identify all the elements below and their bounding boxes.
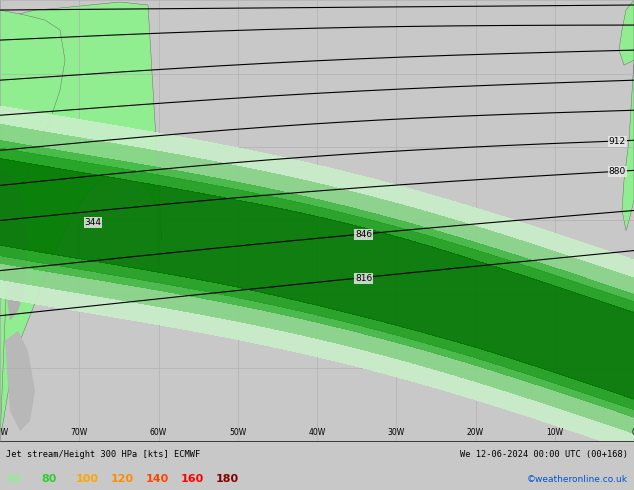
Polygon shape	[0, 171, 28, 321]
Text: We 12-06-2024 00:00 UTC (00+168): We 12-06-2024 00:00 UTC (00+168)	[460, 450, 628, 459]
Text: 344: 344	[84, 218, 101, 227]
Text: 880: 880	[609, 168, 626, 176]
Polygon shape	[619, 0, 634, 65]
Text: 80: 80	[41, 474, 56, 484]
Text: 70W: 70W	[70, 428, 88, 437]
Text: 10W: 10W	[546, 428, 564, 437]
Text: 50W: 50W	[229, 428, 247, 437]
Text: 180: 180	[216, 474, 238, 484]
Polygon shape	[0, 10, 65, 441]
Text: 40W: 40W	[308, 428, 326, 437]
Text: 0: 0	[631, 428, 634, 437]
Text: Jet stream/Height 300 HPa [kts] ECMWF: Jet stream/Height 300 HPa [kts] ECMWF	[6, 450, 200, 459]
Text: 120: 120	[111, 474, 134, 484]
Text: 20W: 20W	[467, 428, 484, 437]
Polygon shape	[0, 0, 162, 441]
Text: ©weatheronline.co.uk: ©weatheronline.co.uk	[527, 475, 628, 484]
Polygon shape	[5, 331, 35, 431]
Text: 816: 816	[355, 274, 372, 283]
Text: 912: 912	[609, 137, 626, 146]
Text: 80W: 80W	[0, 428, 9, 437]
Text: 60: 60	[6, 474, 22, 484]
Text: 30W: 30W	[387, 428, 405, 437]
Text: 140: 140	[146, 474, 169, 484]
Text: 846: 846	[355, 230, 372, 239]
Text: 60W: 60W	[150, 428, 167, 437]
Text: 100: 100	[76, 474, 99, 484]
Text: 160: 160	[181, 474, 204, 484]
Polygon shape	[622, 60, 634, 230]
